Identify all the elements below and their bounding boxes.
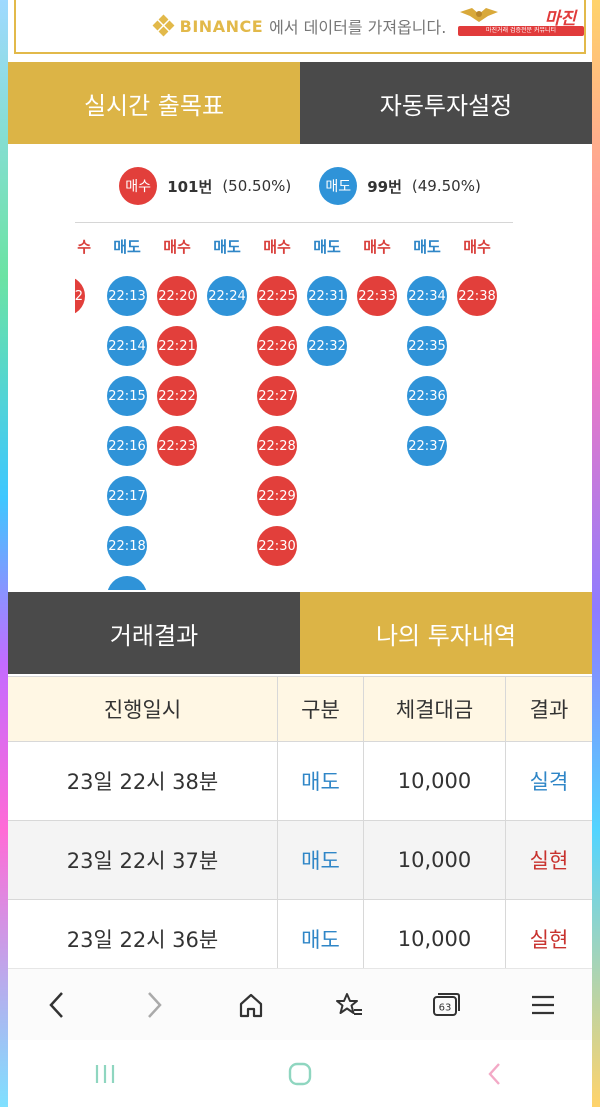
forward-icon[interactable] bbox=[134, 985, 174, 1025]
buy-result-dot: 22:27 bbox=[257, 376, 297, 416]
column-header: 매수 bbox=[263, 238, 291, 256]
stats-divider bbox=[75, 222, 513, 223]
binance-logo-icon bbox=[152, 14, 175, 37]
tab-realtime-chart[interactable]: 실시간 출목표 bbox=[8, 62, 300, 144]
row-datetime: 23일 22시 38분 bbox=[8, 742, 278, 820]
column-header: 매수 bbox=[163, 238, 191, 256]
back-icon[interactable] bbox=[37, 985, 77, 1025]
buy-result-dot: 22:29 bbox=[257, 476, 297, 516]
bookmark-star-icon[interactable] bbox=[329, 985, 369, 1025]
column-header: 매수 bbox=[463, 238, 491, 256]
column-header: 매도 bbox=[313, 238, 341, 256]
screen-frame-left bbox=[0, 0, 8, 1107]
buy-result-dot: 22:23 bbox=[157, 426, 197, 466]
buy-result-dot: 22:30 bbox=[257, 526, 297, 566]
home-button-icon[interactable] bbox=[280, 1054, 320, 1094]
sell-result-dot: 22:16 bbox=[107, 426, 147, 466]
eagle-emblem-icon bbox=[460, 8, 498, 22]
sell-result-dot: 22:31 bbox=[307, 276, 347, 316]
menu-icon[interactable] bbox=[523, 985, 563, 1025]
system-nav-bar bbox=[8, 1040, 592, 1107]
data-source-banner: BINANCE 에서 데이터를 가져옵니다. 마진 마진거래 검증전문 커뮤니티 bbox=[14, 0, 586, 54]
sell-result-dot: 22:36 bbox=[407, 376, 447, 416]
row-result: 실현 bbox=[529, 849, 569, 873]
screen-frame-right bbox=[592, 0, 600, 1107]
tabs-icon[interactable]: 63 bbox=[426, 985, 466, 1025]
buy-result-dot: 22:28 bbox=[257, 426, 297, 466]
buy-result-dot: 22:22 bbox=[157, 376, 197, 416]
buy-result-dot: 22:25 bbox=[257, 276, 297, 316]
row-result: 실현 bbox=[529, 928, 569, 952]
buy-percent: (50.50%) bbox=[222, 177, 292, 195]
header-result: 결과 bbox=[529, 698, 569, 722]
column-header: 매도 bbox=[213, 238, 241, 256]
browser-toolbar: 63 bbox=[8, 968, 592, 1040]
grid-scroll-mask bbox=[8, 232, 75, 590]
column-header: 매도 bbox=[113, 238, 141, 256]
row-datetime: 23일 22시 36분 bbox=[8, 900, 278, 978]
watermark-subtext: 마진거래 검증전문 커뮤니티 bbox=[458, 26, 584, 36]
result-tabs: 거래결과 나의 투자내역 bbox=[8, 592, 592, 674]
buy-badge: 매수 bbox=[119, 167, 158, 205]
sell-badge: 매도 bbox=[319, 167, 358, 205]
table-row[interactable]: 23일 22시 36분 매도 10,000 실현 bbox=[8, 900, 592, 979]
sell-count: 99번 bbox=[367, 177, 402, 196]
sell-result-dot: 22:35 bbox=[407, 326, 447, 366]
header-amount: 체결대금 bbox=[364, 677, 506, 741]
sell-result-dot: 22:17 bbox=[107, 476, 147, 516]
buy-sell-stats: 매수 101번 (50.50%) 매도 99번 (49.50%) bbox=[8, 166, 592, 206]
watermark-logo: 마진 마진거래 검증전문 커뮤니티 bbox=[458, 4, 584, 38]
buy-stat: 매수 101번 (50.50%) bbox=[119, 167, 291, 205]
watermark-text: 마진 bbox=[544, 9, 576, 29]
banner-message: 에서 데이터를 가져옵니다. bbox=[269, 18, 447, 37]
banner-text: BINANCE 에서 데이터를 가져옵니다. bbox=[152, 14, 447, 38]
tab-count: 63 bbox=[439, 1002, 452, 1013]
sell-result-dot bbox=[107, 576, 147, 590]
back-button-icon[interactable] bbox=[475, 1054, 515, 1094]
tab-trade-results[interactable]: 거래결과 bbox=[8, 592, 300, 674]
main-tabs: 실시간 출목표 자동투자설정 bbox=[8, 62, 592, 144]
row-datetime: 23일 22시 37분 bbox=[8, 821, 278, 899]
buy-result-dot: 22:26 bbox=[257, 326, 297, 366]
column-header: 매도 bbox=[413, 238, 441, 256]
sell-result-dot: 22:34 bbox=[407, 276, 447, 316]
column-header: 매수 bbox=[363, 238, 391, 256]
sell-result-dot: 22:13 bbox=[107, 276, 147, 316]
row-side: 매도 bbox=[278, 900, 364, 978]
tab-auto-invest-settings[interactable]: 자동투자설정 bbox=[300, 62, 592, 144]
buy-result-dot: 22:21 bbox=[157, 326, 197, 366]
sell-result-dot: 22:37 bbox=[407, 426, 447, 466]
binance-brand: BINANCE bbox=[179, 16, 264, 36]
sell-result-dot: 22:14 bbox=[107, 326, 147, 366]
buy-result-dot: 22:33 bbox=[357, 276, 397, 316]
tab-my-investments[interactable]: 나의 투자내역 bbox=[300, 592, 592, 674]
row-amount: 10,000 bbox=[364, 821, 506, 899]
sell-percent: (49.50%) bbox=[411, 177, 481, 195]
row-side: 매도 bbox=[278, 742, 364, 820]
table-row[interactable]: 23일 22시 38분 매도 10,000 실격 bbox=[8, 742, 592, 821]
table-header-row: 진행일시 구분 체결대금 결과 bbox=[8, 677, 592, 742]
row-result: 실격 bbox=[529, 770, 569, 794]
table-row[interactable]: 23일 22시 37분 매도 10,000 실현 bbox=[8, 821, 592, 900]
sell-result-dot: 22:18 bbox=[107, 526, 147, 566]
buy-result-dot: 22:38 bbox=[457, 276, 497, 316]
sell-result-dot: 22:32 bbox=[307, 326, 347, 366]
row-amount: 10,000 bbox=[364, 900, 506, 978]
buy-count: 101번 bbox=[167, 177, 213, 196]
row-side: 매도 bbox=[278, 821, 364, 899]
home-icon[interactable] bbox=[231, 985, 271, 1025]
row-amount: 10,000 bbox=[364, 742, 506, 820]
sell-result-dot: 22:24 bbox=[207, 276, 247, 316]
sell-result-dot: 22:15 bbox=[107, 376, 147, 416]
recent-apps-icon[interactable] bbox=[85, 1054, 125, 1094]
header-side: 구분 bbox=[278, 677, 364, 741]
app-root: BINANCE 에서 데이터를 가져옵니다. 마진 마진거래 검증전문 커뮤니티… bbox=[8, 0, 592, 1107]
buy-result-dot: 22:20 bbox=[157, 276, 197, 316]
header-datetime: 진행일시 bbox=[8, 677, 278, 741]
sell-stat: 매도 99번 (49.50%) bbox=[319, 167, 481, 205]
investment-history-table: 진행일시 구분 체결대금 결과 23일 22시 38분 매도 10,000 실격… bbox=[8, 676, 592, 979]
realtime-result-grid[interactable]: 수22:12매도22:1322:1422:1522:1622:1722:18매수… bbox=[8, 232, 592, 590]
column-header: 수 bbox=[77, 238, 91, 256]
